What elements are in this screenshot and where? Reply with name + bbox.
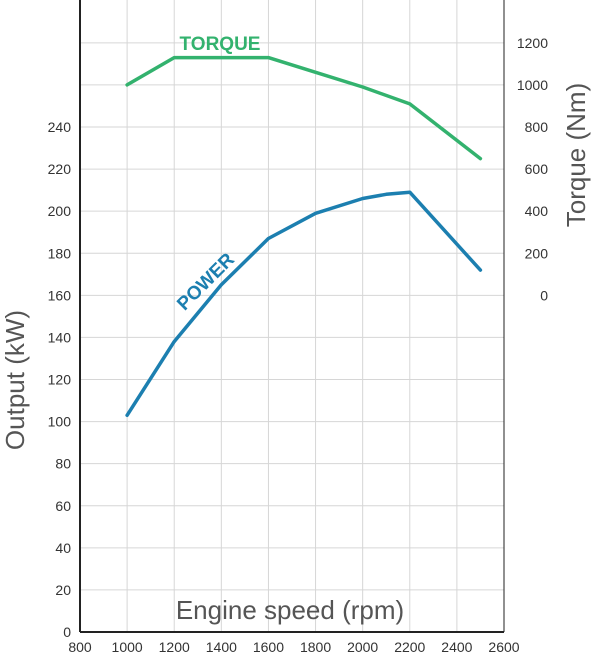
x-tick-label: 2000: [347, 639, 378, 655]
left-y-tick-label: 20: [55, 582, 71, 598]
left-y-tick-label: 120: [48, 372, 72, 388]
x-axis-title: Engine speed (rpm): [176, 595, 404, 625]
left-y-tick-label: 80: [55, 456, 71, 472]
x-tick-label: 800: [68, 639, 92, 655]
left-y-tick-label: 0: [63, 624, 71, 640]
right-y-tick-label: 200: [525, 245, 549, 261]
x-tick-label: 2400: [441, 639, 472, 655]
left-y-tick-label: 100: [48, 414, 72, 430]
axes: [79, 0, 505, 633]
right-y-tick-label: 1200: [517, 35, 548, 51]
x-tick-label: 1400: [206, 639, 237, 655]
grid: [80, 0, 505, 632]
x-tick-label: 1600: [253, 639, 284, 655]
series-line-torque: [125, 55, 483, 161]
right-y-tick-label: 600: [525, 161, 549, 177]
left-y-tick-label: 180: [48, 245, 72, 261]
x-tick-label: 2600: [488, 639, 519, 655]
left-y-tick-label: 220: [48, 161, 72, 177]
x-tick-label: 1800: [300, 639, 331, 655]
series: [125, 55, 483, 418]
left-y-tick-label: 200: [48, 203, 72, 219]
tick-labels: 800 1000 1200 1400 1600 1800 2000 2200 2400 26000…: [48, 35, 549, 655]
x-tick-label: 2200: [394, 639, 425, 655]
left-y-tick-label: 140: [48, 329, 72, 345]
left-y-tick-label: 240: [48, 119, 72, 135]
right-y-tick-label: 400: [525, 203, 549, 219]
right-y-tick-label: 800: [525, 119, 549, 135]
x-tick-label: 1000: [112, 639, 143, 655]
x-tick-label: 1200: [159, 639, 190, 655]
left-y-axis-title: Output (kW): [0, 310, 30, 450]
left-y-tick-label: 160: [48, 287, 72, 303]
left-y-tick-label: 60: [55, 498, 71, 514]
right-y-tick-label: 1000: [517, 77, 548, 93]
right-y-tick-label: 0: [540, 287, 548, 303]
series-label-torque: TORQUE: [180, 34, 261, 55]
left-y-tick-label: 40: [55, 540, 71, 556]
series-line-power: [125, 190, 483, 418]
right-y-axis-title: Torque (Nm): [561, 83, 591, 227]
